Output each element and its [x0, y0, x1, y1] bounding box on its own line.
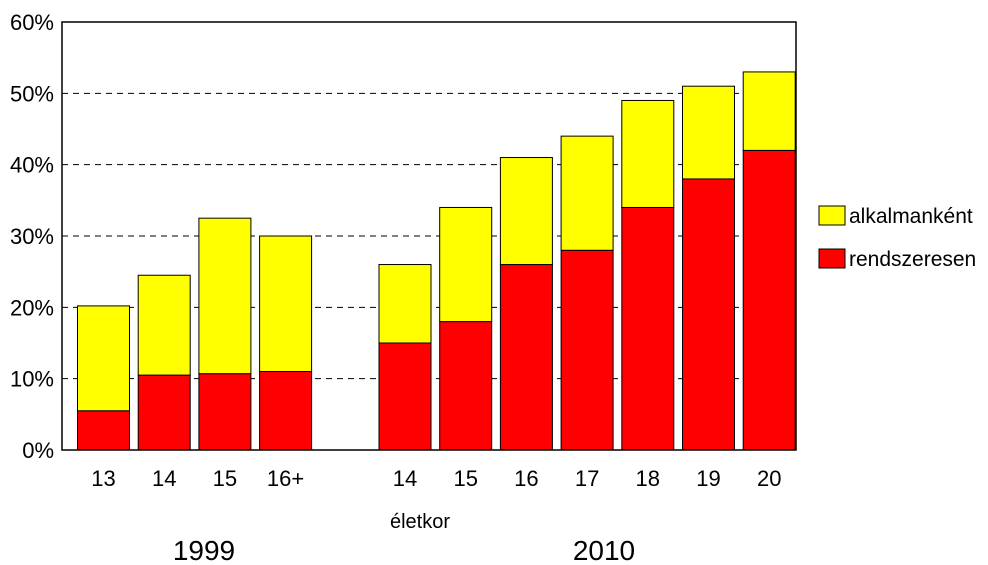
y-tick-label: 10% [10, 367, 54, 392]
x-tick-label: 16 [514, 466, 538, 491]
y-tick-label: 60% [10, 10, 54, 35]
x-tick-label: 20 [757, 466, 781, 491]
legend: alkalmanként rendszeresen [818, 205, 976, 271]
legend-label-rendszeresen: rendszeresen [849, 248, 976, 271]
y-tick-label: 40% [10, 153, 54, 178]
bar-alkalmanként [77, 305, 130, 412]
bar-alkalmanként [198, 217, 252, 375]
bar-alkalmanként [682, 85, 735, 180]
bar-rendszeresen [378, 342, 432, 451]
x-tick-label: 18 [636, 466, 660, 491]
x-tick-label: 14 [393, 466, 417, 491]
bar-alkalmanként [560, 135, 614, 251]
group-label-1999: 1999 [173, 535, 235, 565]
bar-rendszeresen [560, 249, 614, 451]
bar-rendszeresen [137, 374, 191, 451]
bar-alkalmanként [621, 99, 675, 208]
plot-frame [61, 21, 797, 451]
group-label-2010: 2010 [573, 535, 635, 565]
bar-rendszeresen [259, 371, 313, 451]
bar-alkalmanként [137, 274, 191, 376]
y-tick-label: 20% [10, 295, 54, 320]
bar-rendszeresen [742, 149, 796, 451]
bar-rendszeresen [439, 321, 493, 451]
bar-rendszeresen [682, 178, 735, 451]
bar-alkalmanként [259, 235, 313, 373]
x-tick-label: 15 [213, 466, 237, 491]
bar-alkalmanként [378, 264, 432, 344]
x-tick-label: 17 [575, 466, 599, 491]
bar-rendszeresen [499, 264, 553, 451]
x-tick-label: 13 [91, 466, 115, 491]
y-tick-label: 0% [22, 438, 54, 463]
y-tick-label: 30% [10, 224, 54, 249]
bar-rendszeresen [77, 410, 130, 451]
y-tick-label: 50% [10, 81, 54, 106]
x-tick-label: 19 [696, 466, 720, 491]
bar-alkalmanként [439, 206, 493, 323]
x-tick-label: 15 [453, 466, 477, 491]
legend-swatch-alkalmankent [818, 205, 846, 226]
bar-rendszeresen [621, 206, 675, 451]
x-axis-title: életkor [390, 511, 450, 533]
legend-label-alkalmankent: alkalmanként [849, 205, 973, 228]
x-tick-label: 16+ [267, 466, 304, 491]
bar-alkalmanként [499, 157, 553, 266]
bar-alkalmanként [742, 71, 796, 151]
legend-swatch-rendszeresen [818, 248, 846, 269]
x-tick-label: 14 [152, 466, 176, 491]
bar-rendszeresen [198, 373, 252, 451]
